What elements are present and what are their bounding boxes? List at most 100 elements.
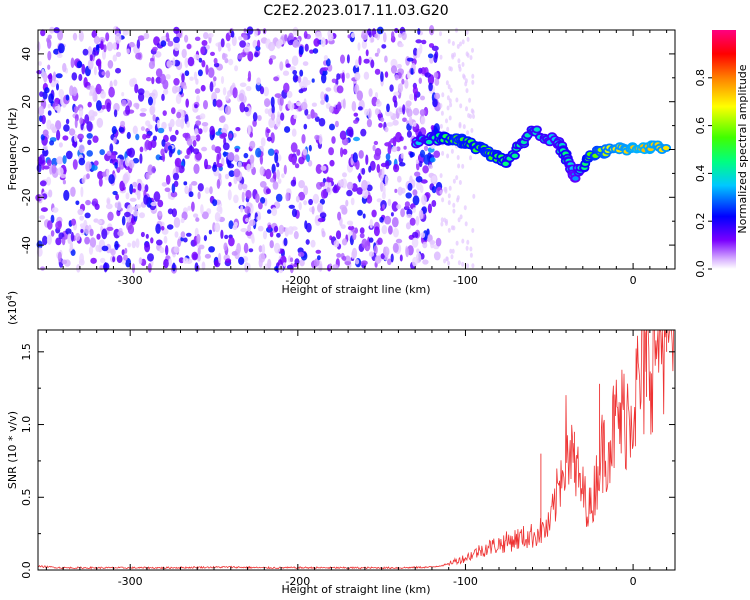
noise-blob (87, 59, 94, 70)
noise-blob (256, 216, 261, 221)
noise-blob (394, 74, 399, 81)
noise-blob (55, 120, 62, 131)
noise-blob (246, 163, 251, 172)
noise-blob (144, 90, 150, 98)
noise-blob (165, 174, 171, 185)
noise-blob (459, 41, 462, 47)
noise-blob (358, 55, 362, 66)
noise-blob (318, 134, 323, 145)
noise-blob (403, 145, 407, 150)
noise-blob (76, 264, 81, 273)
spectrogram-y-tick-label: -20 (20, 188, 33, 206)
noise-blob (161, 139, 166, 147)
noise-blob (384, 215, 392, 225)
noise-blob (295, 195, 300, 203)
noise-blob (122, 173, 129, 184)
noise-blob (455, 175, 459, 181)
noise-blob (299, 69, 304, 77)
noise-blob (440, 221, 444, 227)
noise-blob (469, 155, 472, 161)
noise-blob (108, 174, 115, 185)
noise-blob (274, 242, 281, 254)
noise-blob (414, 171, 421, 177)
noise-blob (294, 258, 300, 265)
noise-blob (298, 202, 302, 211)
snr-x-ticks: -300 -200 -100 0 (45, 330, 668, 588)
noise-blob (443, 217, 447, 223)
noise-blob (365, 49, 369, 57)
noise-blob (328, 147, 334, 156)
noise-blob (110, 248, 116, 256)
noise-blob (348, 129, 354, 138)
noise-blob (80, 229, 84, 233)
noise-blob (323, 55, 328, 61)
noise-blob (342, 172, 347, 178)
noise-blob (392, 119, 399, 126)
colorbar-tick-label: 0.6 (694, 117, 707, 135)
noise-blob (431, 175, 437, 183)
noise-blob (40, 134, 45, 141)
colorbar: 0.0 0.2 0.4 0.6 0.8 Normalized spectral ampl… (694, 30, 749, 278)
noise-blob (357, 42, 361, 51)
noise-blob (276, 169, 280, 180)
noise-blob (101, 71, 106, 76)
noise-blob (275, 40, 282, 49)
noise-blob (126, 131, 131, 140)
snr-panel: -300 -200 -100 0 0.0 0.5 1.0 1.5 Height of str… (5, 291, 676, 596)
noise-blob (36, 70, 42, 75)
noise-blob (145, 233, 149, 239)
noise-blob (214, 87, 221, 94)
noise-blob (355, 159, 360, 170)
noise-blob (218, 173, 222, 180)
noise-blob (118, 127, 125, 133)
noise-blob (161, 121, 167, 130)
noise-blob (303, 185, 309, 196)
noise-blob (399, 136, 404, 142)
noise-blob (420, 252, 425, 260)
noise-blob (449, 248, 453, 254)
noise-blob (458, 180, 462, 185)
noise-blob (420, 179, 428, 184)
noise-blob (433, 123, 440, 134)
noise-blob (198, 57, 203, 63)
noise-blob (390, 137, 397, 144)
noise-blob (459, 214, 463, 220)
noise-blob (466, 36, 470, 42)
noise-blob (208, 229, 212, 235)
noise-blob (237, 54, 243, 60)
noise-blob (150, 237, 154, 244)
noise-blob (312, 48, 319, 54)
noise-blob (472, 114, 475, 119)
noise-blob (125, 192, 130, 200)
noise-blob (142, 133, 147, 140)
noise-blob (57, 251, 62, 263)
noise-blob (285, 192, 290, 202)
noise-blob (106, 150, 112, 156)
noise-blob (213, 57, 218, 64)
noise-blob (197, 183, 204, 192)
noise-blob (267, 224, 272, 230)
noise-blob (451, 41, 455, 46)
noise-blob (177, 165, 185, 174)
snr-series (37, 329, 675, 570)
noise-blob (377, 113, 382, 119)
noise-blob (107, 60, 114, 69)
noise-blob (126, 48, 130, 54)
noise-blob (319, 212, 327, 219)
noise-blob (471, 79, 475, 85)
noise-blob (412, 86, 418, 95)
noise-blob (275, 116, 281, 128)
noise-blob (356, 187, 364, 195)
noise-blob (144, 242, 151, 253)
noise-blob (423, 154, 431, 165)
noise-blob (165, 37, 171, 42)
noise-blob (40, 207, 48, 213)
noise-blob (452, 208, 456, 214)
noise-blob (433, 53, 438, 63)
noise-blob (113, 136, 117, 144)
noise-blob (158, 210, 163, 217)
noise-blob (423, 145, 429, 152)
noise-blob (456, 155, 460, 160)
noise-blob (65, 118, 70, 125)
noise-blob (354, 227, 358, 234)
